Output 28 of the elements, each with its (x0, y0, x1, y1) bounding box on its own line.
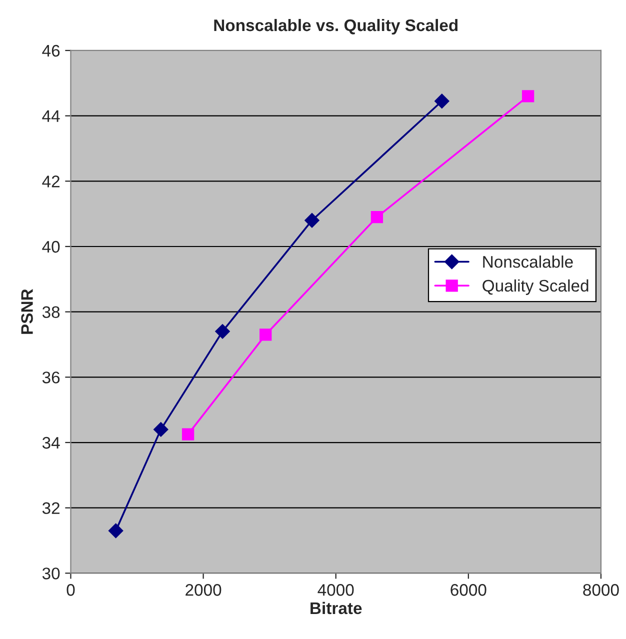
point (260, 328, 272, 341)
point (522, 90, 534, 102)
point (304, 212, 320, 228)
y-tick-label: 38 (42, 306, 60, 318)
legend-label: Nonscalable (483, 256, 573, 268)
x-tick-label: 2000 (186, 584, 222, 596)
y-tick-label: 46 (42, 44, 60, 57)
point (182, 428, 194, 440)
point (108, 523, 124, 538)
x-tick-label: 0 (66, 584, 75, 596)
point (153, 422, 168, 437)
x-axis-title: Bitrate (310, 602, 362, 614)
y-tick-label: 36 (42, 372, 60, 384)
y-tick-label: 44 (42, 110, 60, 122)
y-tick-label: 40 (42, 240, 60, 253)
y-tick-label: 30 (42, 568, 60, 580)
x-tick-label: 4000 (318, 584, 354, 596)
y-tick-label: 34 (42, 436, 60, 449)
chart-title: Nonscalable vs. Quality Scaled (214, 18, 458, 34)
y-tick-label: 42 (42, 176, 60, 188)
y-tick-label: 32 (42, 502, 60, 514)
point (370, 211, 384, 224)
point (434, 94, 450, 109)
x-tick-label: 6000 (450, 584, 486, 596)
point (215, 324, 230, 339)
y-axis-title: PSNR (21, 289, 33, 334)
legend-label: Quality Scaled (482, 279, 588, 295)
x-tick-label: 8000 (583, 584, 619, 596)
